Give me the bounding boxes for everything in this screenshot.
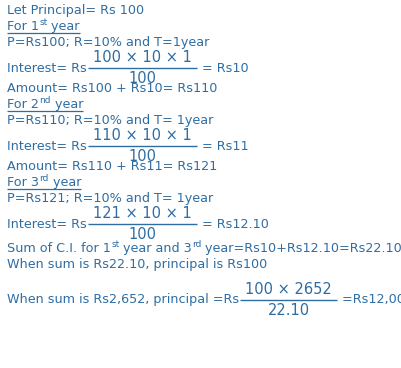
Text: P=Rs100; R=10% and T=1year: P=Rs100; R=10% and T=1year xyxy=(7,36,209,49)
Text: = Rs10: = Rs10 xyxy=(197,61,248,74)
Text: 100: 100 xyxy=(128,149,156,164)
Text: P=Rs121; R=10% and T= 1year: P=Rs121; R=10% and T= 1year xyxy=(7,192,213,205)
Text: = Rs12.10: = Rs12.10 xyxy=(197,217,268,230)
Text: rd: rd xyxy=(39,174,49,183)
Text: For 3: For 3 xyxy=(7,176,39,189)
Text: Sum of C.I. for 1: Sum of C.I. for 1 xyxy=(7,242,111,255)
Text: 100: 100 xyxy=(128,71,156,86)
Text: When sum is Rs2,652, principal =Rs: When sum is Rs2,652, principal =Rs xyxy=(7,294,243,307)
Text: 110 × 10 × 1: 110 × 10 × 1 xyxy=(93,128,191,143)
Text: 100 × 2652: 100 × 2652 xyxy=(245,282,331,297)
Text: When sum is Rs22.10, principal is Rs100: When sum is Rs22.10, principal is Rs100 xyxy=(7,258,267,271)
Text: 100: 100 xyxy=(128,227,156,242)
Text: st: st xyxy=(39,18,47,27)
Text: year: year xyxy=(47,20,80,33)
Text: year and 3: year and 3 xyxy=(119,242,192,255)
Text: 22.10: 22.10 xyxy=(267,303,309,318)
Text: Interest= Rs: Interest= Rs xyxy=(7,217,91,230)
Text: 121 × 10 × 1: 121 × 10 × 1 xyxy=(93,206,191,221)
Text: Interest= Rs: Interest= Rs xyxy=(7,139,91,152)
Text: st: st xyxy=(111,240,119,249)
Text: year: year xyxy=(51,98,83,111)
Text: Amount= Rs100 + Rs10= Rs110: Amount= Rs100 + Rs10= Rs110 xyxy=(7,82,217,95)
Text: year: year xyxy=(49,176,81,189)
Text: rd: rd xyxy=(192,240,201,249)
Text: For 1: For 1 xyxy=(7,20,39,33)
Text: nd: nd xyxy=(39,96,51,105)
Text: =Rs12,000 Ans.: =Rs12,000 Ans. xyxy=(337,294,401,307)
Text: = Rs11: = Rs11 xyxy=(197,139,248,152)
Text: 100 × 10 × 1: 100 × 10 × 1 xyxy=(93,50,191,65)
Text: Interest= Rs: Interest= Rs xyxy=(7,61,91,74)
Text: Let Principal= Rs 100: Let Principal= Rs 100 xyxy=(7,4,144,17)
Text: year=Rs10+Rs12.10=Rs22.10: year=Rs10+Rs12.10=Rs22.10 xyxy=(201,242,401,255)
Text: For 2: For 2 xyxy=(7,98,39,111)
Text: P=Rs110; R=10% and T= 1year: P=Rs110; R=10% and T= 1year xyxy=(7,114,213,127)
Text: Amount= Rs110 + Rs11= Rs121: Amount= Rs110 + Rs11= Rs121 xyxy=(7,160,217,173)
